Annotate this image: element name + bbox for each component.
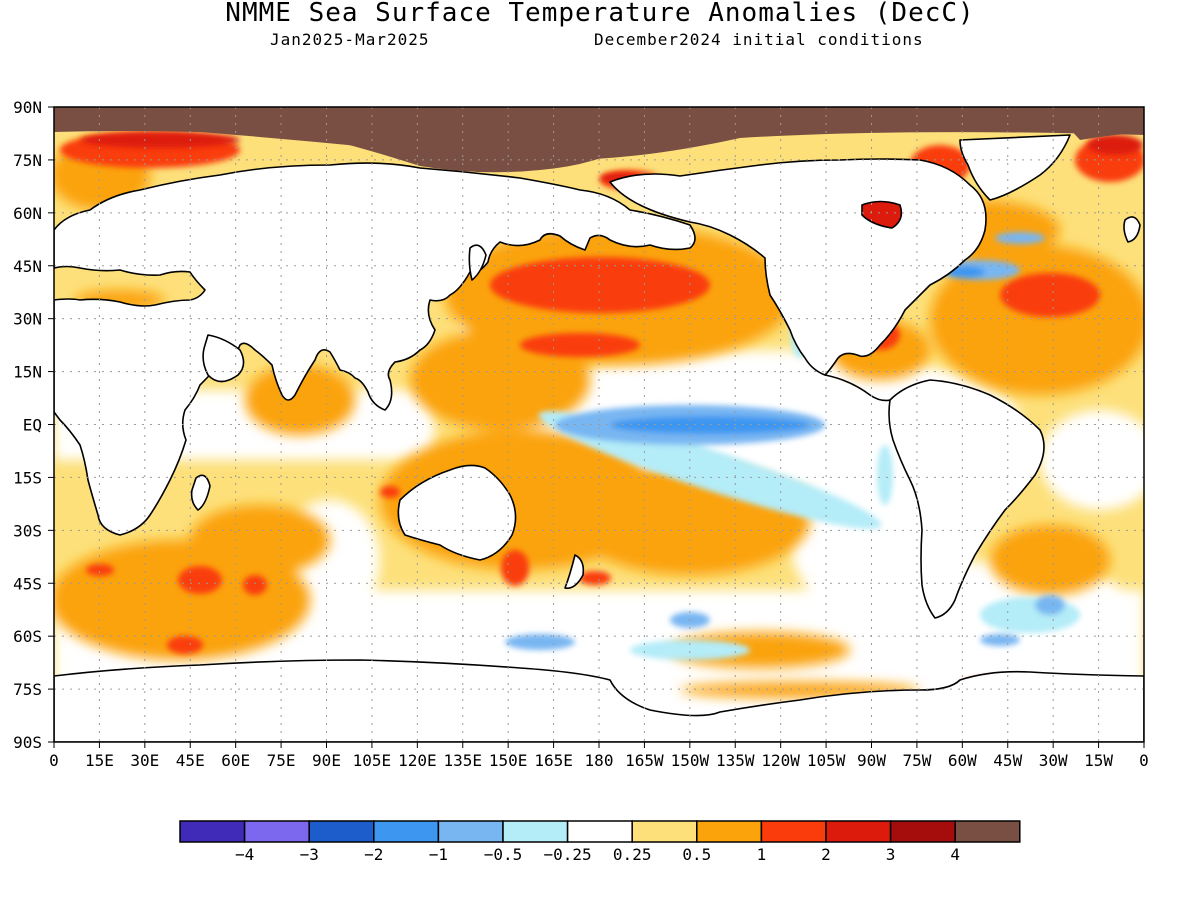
lon-tick-label: 30E [130,751,159,770]
lat-tick-label: 75N [13,151,42,170]
colorbar-swatch [502,820,569,843]
lon-tick-label: 120W [761,751,800,770]
colorbar-label: 4 [950,845,960,864]
colorbar-label: 2 [821,845,831,864]
graticule [54,107,1144,742]
colorbar-label: −1 [429,845,448,864]
colorbar-labels: −4 −3 −2 −1 −0.5 −0.25 0.25 0.5 1 2 3 4 [235,845,960,864]
colorbar-swatch [373,820,440,843]
hudson-bay [861,200,903,229]
colorbar-swatch [308,820,375,843]
central-america [824,374,891,402]
lat-tick-label: 60S [13,627,42,646]
lon-tick-label: 180 [585,751,614,770]
lon-tick-label: 135E [443,751,482,770]
australia [397,464,517,561]
initial-conditions: December2024 initial conditions [594,30,924,49]
very-strong-warm-zones [80,132,1143,183]
colorbar-label: 1 [757,845,767,864]
colorbar-label: 0.5 [682,845,711,864]
lon-tick-label: 150W [671,751,710,770]
lat-tick-label: 60N [13,204,42,223]
south-america [888,379,1045,619]
colorbar-label: −3 [300,845,319,864]
lon-tick-label: 45W [993,751,1022,770]
colorbar-label: −4 [235,845,254,864]
map-title: NMME Sea Surface Temperature Anomalies (… [225,0,975,28]
colorbar-swatch [760,820,827,843]
lat-tick-label: 15N [13,363,42,382]
lon-tick-label: 165W [625,751,664,770]
lon-tick-label: 15W [1084,751,1113,770]
lon-tick-label: 45E [176,751,205,770]
lon-tick-label: 105E [353,751,392,770]
colorbar-swatch [243,820,310,843]
lon-tick-label: 165E [534,751,573,770]
lon-tick-label: 75E [267,751,296,770]
colorbar-swatch [825,820,892,843]
uk-iceland [1123,216,1141,243]
forecast-period: Jan2025-Mar2025 [270,30,430,49]
lat-tick-label: 30N [13,310,42,329]
colorbar-label: −2 [364,845,383,864]
lon-tick-label: 135W [716,751,755,770]
colorbar-swatch [696,820,763,843]
lon-tick-label: 60W [948,751,977,770]
lon-tick-label: 75W [902,751,931,770]
lon-tick-label: 150E [489,751,528,770]
lat-tick-label: 15S [13,468,42,487]
colorbar-label: −0.5 [484,845,523,864]
lon-tick-label: 120E [398,751,437,770]
colorbar-label: 0.25 [613,845,652,864]
colorbar-swatch [437,820,504,843]
lat-tick-label: 90S [13,733,42,752]
japan [468,244,487,281]
colorbar-swatch [889,820,956,843]
lon-tick-label: 0 [49,751,59,770]
colorbar-label: 3 [886,845,896,864]
colorbar-swatch [566,820,633,843]
lon-tick-label: 90E [312,751,341,770]
lon-tick-label: 0 [1139,751,1149,770]
lon-tick-label: 90W [857,751,886,770]
lon-tick-label: 105W [807,751,846,770]
colorbar-swatch [179,820,246,843]
lat-tick-label: 30S [13,521,42,540]
lat-tick-label: 75S [13,680,42,699]
colorbar-swatch [954,820,1021,843]
greenland [959,134,1071,201]
lat-tick-label: EQ [23,416,42,435]
eurasia-africa [54,162,696,536]
lat-tick-label: 45N [13,257,42,276]
colorbar-swatch [631,820,698,843]
lon-tick-label: 30W [1039,751,1068,770]
longitude-axis: 0 15E 30E 45E 60E 75E 90E 105E 120E 135E 150E 165E 1… [49,742,1149,770]
madagascar [190,474,211,511]
lat-tick-label: 45S [13,574,42,593]
latitude-axis: 90N 75N 60N 45N 30N 15N EQ 15S 30S 45S 60S 75S 90S [13,98,54,752]
colorbar-label: −0.25 [544,845,592,864]
lat-tick-label: 90N [13,98,42,117]
lon-tick-label: 60E [221,751,250,770]
new-zealand [564,554,585,590]
lon-tick-label: 15E [85,751,114,770]
arabia [202,334,245,383]
colorbar [179,820,1021,843]
